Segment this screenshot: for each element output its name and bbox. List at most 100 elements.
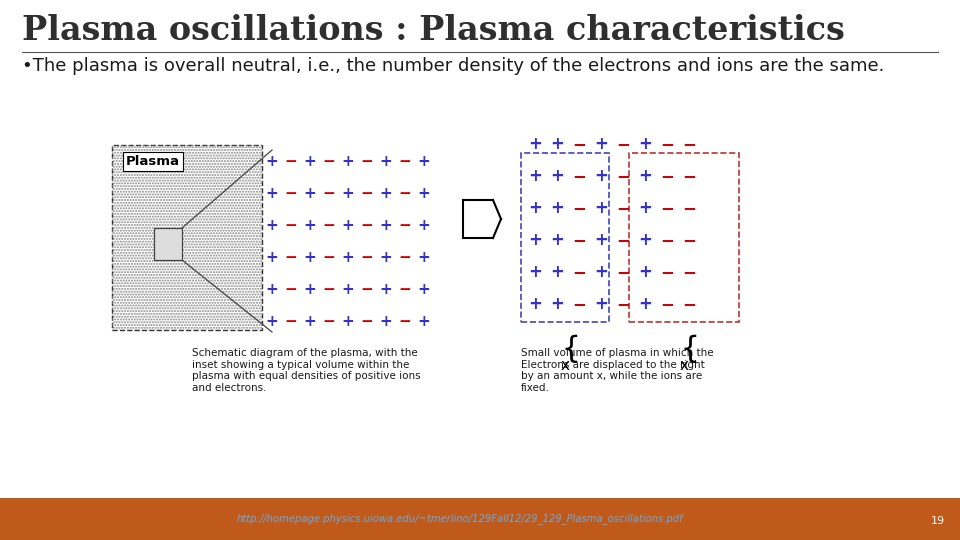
Text: −: − xyxy=(398,314,412,329)
Text: −: − xyxy=(323,251,335,266)
Text: +: + xyxy=(418,282,430,298)
Text: −: − xyxy=(284,186,298,201)
Text: −: − xyxy=(682,199,696,217)
Text: Plasma: Plasma xyxy=(126,155,180,168)
Text: +: + xyxy=(379,219,393,233)
Text: +: + xyxy=(550,263,564,281)
Text: −: − xyxy=(682,263,696,281)
Text: −: − xyxy=(616,295,630,313)
Text: −: − xyxy=(361,251,373,266)
Text: −: − xyxy=(572,135,586,153)
Text: −: − xyxy=(616,199,630,217)
Text: −: − xyxy=(361,219,373,233)
Text: −: − xyxy=(572,167,586,185)
Text: −: − xyxy=(323,314,335,329)
Text: −: − xyxy=(323,154,335,170)
Text: +: + xyxy=(638,135,652,153)
Bar xyxy=(0,498,960,540)
Text: −: − xyxy=(361,186,373,201)
Text: −: − xyxy=(398,282,412,298)
Text: +: + xyxy=(418,314,430,329)
Text: +: + xyxy=(418,186,430,201)
Text: +: + xyxy=(303,314,317,329)
Text: −: − xyxy=(323,282,335,298)
Text: +: + xyxy=(342,219,354,233)
Text: +: + xyxy=(418,251,430,266)
Text: +: + xyxy=(594,167,608,185)
Text: +: + xyxy=(528,295,542,313)
Text: −: − xyxy=(660,295,674,313)
Text: −: − xyxy=(398,186,412,201)
Text: +: + xyxy=(638,263,652,281)
Text: +: + xyxy=(266,219,278,233)
Text: +: + xyxy=(379,314,393,329)
Text: +: + xyxy=(550,199,564,217)
Text: −: − xyxy=(616,263,630,281)
Text: x: x xyxy=(561,358,569,373)
Bar xyxy=(112,145,262,330)
Text: +: + xyxy=(638,199,652,217)
Text: +: + xyxy=(303,219,317,233)
Text: −: − xyxy=(284,251,298,266)
Text: +: + xyxy=(594,135,608,153)
Text: +: + xyxy=(418,219,430,233)
Text: −: − xyxy=(284,154,298,170)
Text: −: − xyxy=(682,135,696,153)
Text: +: + xyxy=(528,199,542,217)
Text: −: − xyxy=(572,199,586,217)
Text: −: − xyxy=(616,167,630,185)
Text: +: + xyxy=(342,314,354,329)
Text: +: + xyxy=(342,251,354,266)
Bar xyxy=(629,153,739,322)
Text: +: + xyxy=(528,135,542,153)
Text: +: + xyxy=(594,231,608,249)
Text: −: − xyxy=(572,263,586,281)
Text: −: − xyxy=(660,167,674,185)
Bar xyxy=(112,145,262,330)
Text: +: + xyxy=(303,154,317,170)
Text: +: + xyxy=(266,154,278,170)
Text: −: − xyxy=(660,199,674,217)
Text: +: + xyxy=(266,251,278,266)
Text: +: + xyxy=(379,186,393,201)
Text: }: } xyxy=(555,332,575,361)
Text: −: − xyxy=(398,154,412,170)
Text: +: + xyxy=(528,167,542,185)
Text: −: − xyxy=(660,231,674,249)
Text: 19: 19 xyxy=(931,516,945,526)
Text: −: − xyxy=(660,135,674,153)
Text: −: − xyxy=(398,251,412,266)
Text: +: + xyxy=(342,186,354,201)
Text: +: + xyxy=(594,199,608,217)
Text: +: + xyxy=(550,231,564,249)
Text: −: − xyxy=(660,263,674,281)
Text: −: − xyxy=(398,219,412,233)
Text: −: − xyxy=(361,154,373,170)
Text: http://homepage.physics.uiowa.edu/~tmerlino/129Fall12/29_129_Plasma_oscillations: http://homepage.physics.uiowa.edu/~tmerl… xyxy=(237,512,684,524)
Text: +: + xyxy=(550,135,564,153)
Text: −: − xyxy=(323,186,335,201)
Text: −: − xyxy=(284,282,298,298)
Text: +: + xyxy=(638,231,652,249)
Text: +: + xyxy=(266,314,278,329)
Text: +: + xyxy=(594,263,608,281)
Text: +: + xyxy=(303,251,317,266)
Text: −: − xyxy=(284,219,298,233)
Text: −: − xyxy=(616,231,630,249)
Text: Small volume of plasma in which the
Electrons are displaced to the right
by an a: Small volume of plasma in which the Elec… xyxy=(521,348,713,393)
Text: Schematic diagram of the plasma, with the
inset showing a typical volume within : Schematic diagram of the plasma, with th… xyxy=(192,348,420,393)
Text: +: + xyxy=(528,231,542,249)
Text: −: − xyxy=(572,231,586,249)
Text: −: − xyxy=(616,135,630,153)
Text: +: + xyxy=(303,282,317,298)
Text: −: − xyxy=(572,295,586,313)
Text: +: + xyxy=(550,295,564,313)
Bar xyxy=(521,153,609,322)
Text: x: x xyxy=(680,358,688,373)
Text: −: − xyxy=(361,282,373,298)
Text: +: + xyxy=(379,251,393,266)
Text: +: + xyxy=(342,282,354,298)
Text: +: + xyxy=(379,282,393,298)
Text: +: + xyxy=(266,282,278,298)
Text: −: − xyxy=(323,219,335,233)
